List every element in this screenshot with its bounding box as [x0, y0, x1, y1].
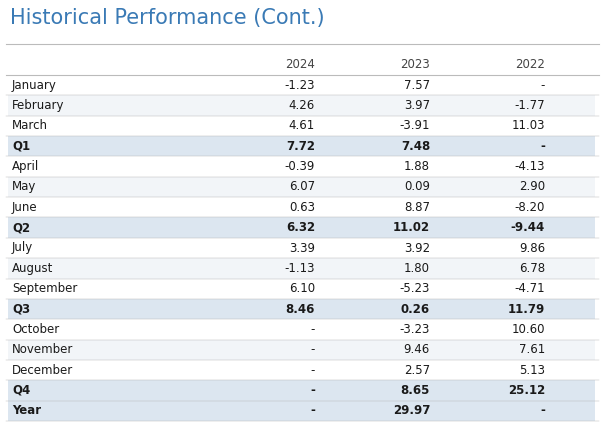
Text: -3.91: -3.91 [399, 119, 430, 133]
Text: 2.57: 2.57 [404, 364, 430, 377]
Text: -1.23: -1.23 [284, 79, 315, 92]
Bar [8, 319, 595, 340]
Text: 2.90: 2.90 [519, 181, 545, 193]
Text: -: - [310, 323, 315, 336]
Text: -8.20: -8.20 [515, 201, 545, 214]
Text: 7.61: 7.61 [518, 343, 545, 356]
Bar [8, 380, 595, 401]
Bar [8, 299, 595, 319]
Text: -4.71: -4.71 [514, 282, 545, 295]
Text: 2022: 2022 [515, 58, 545, 72]
Text: -: - [541, 79, 545, 92]
Text: 1.88: 1.88 [404, 160, 430, 173]
Text: 1.80: 1.80 [404, 262, 430, 275]
Bar [8, 238, 595, 258]
Text: 2023: 2023 [401, 58, 430, 72]
Text: 6.07: 6.07 [289, 181, 315, 193]
Text: 29.97: 29.97 [393, 404, 430, 417]
Text: 0.63: 0.63 [289, 201, 315, 214]
Text: 8.87: 8.87 [404, 201, 430, 214]
Text: March: March [12, 119, 48, 133]
Bar [8, 340, 595, 360]
Text: 0.26: 0.26 [401, 302, 430, 316]
Text: -: - [310, 364, 315, 377]
Text: Q2: Q2 [12, 221, 30, 234]
Text: 11.79: 11.79 [508, 302, 545, 316]
Bar [8, 95, 595, 116]
Text: 7.72: 7.72 [286, 140, 315, 153]
Text: 2024: 2024 [285, 58, 315, 72]
Text: 3.97: 3.97 [404, 99, 430, 112]
Text: -5.23: -5.23 [400, 282, 430, 295]
Text: 25.12: 25.12 [508, 384, 545, 397]
Text: 9.86: 9.86 [519, 242, 545, 254]
Text: April: April [12, 160, 39, 173]
Text: 5.13: 5.13 [519, 364, 545, 377]
Text: 3.39: 3.39 [289, 242, 315, 254]
Text: -: - [540, 140, 545, 153]
Text: -: - [310, 384, 315, 397]
Bar [8, 116, 595, 136]
Text: Q4: Q4 [12, 384, 30, 397]
Text: 7.48: 7.48 [401, 140, 430, 153]
Text: 7.57: 7.57 [404, 79, 430, 92]
Text: -9.44: -9.44 [511, 221, 545, 234]
Text: 9.46: 9.46 [404, 343, 430, 356]
Text: May: May [12, 181, 36, 193]
Text: February: February [12, 99, 65, 112]
Text: July: July [12, 242, 33, 254]
Text: 0.09: 0.09 [404, 181, 430, 193]
Bar [8, 258, 595, 278]
Text: November: November [12, 343, 73, 356]
Text: Year: Year [12, 404, 41, 417]
Bar [8, 278, 595, 299]
Text: December: December [12, 364, 73, 377]
Text: 11.03: 11.03 [511, 119, 545, 133]
Text: -4.13: -4.13 [514, 160, 545, 173]
Text: -: - [310, 404, 315, 417]
Bar [8, 197, 595, 218]
Text: September: September [12, 282, 77, 295]
Text: January: January [12, 79, 57, 92]
Text: August: August [12, 262, 53, 275]
Text: -1.77: -1.77 [514, 99, 545, 112]
Text: June: June [12, 201, 38, 214]
Text: 4.61: 4.61 [289, 119, 315, 133]
Text: -0.39: -0.39 [284, 160, 315, 173]
Text: Historical Performance (Cont.): Historical Performance (Cont.) [10, 8, 325, 28]
Text: -: - [310, 343, 315, 356]
Text: -3.23: -3.23 [400, 323, 430, 336]
Text: 10.60: 10.60 [511, 323, 545, 336]
Text: 8.65: 8.65 [401, 384, 430, 397]
Bar [8, 136, 595, 157]
Bar [8, 218, 595, 238]
Bar [8, 360, 595, 380]
Text: 4.26: 4.26 [289, 99, 315, 112]
Text: -1.13: -1.13 [284, 262, 315, 275]
Bar [8, 157, 595, 177]
Text: 11.02: 11.02 [393, 221, 430, 234]
Text: 3.92: 3.92 [404, 242, 430, 254]
Text: 6.32: 6.32 [286, 221, 315, 234]
Text: 6.78: 6.78 [519, 262, 545, 275]
Text: -: - [540, 404, 545, 417]
Text: Q1: Q1 [12, 140, 30, 153]
Text: Q3: Q3 [12, 302, 30, 316]
Text: 8.46: 8.46 [286, 302, 315, 316]
Text: 6.10: 6.10 [289, 282, 315, 295]
Bar [8, 177, 595, 197]
Bar [8, 401, 595, 421]
Text: October: October [12, 323, 59, 336]
Bar [8, 75, 595, 95]
